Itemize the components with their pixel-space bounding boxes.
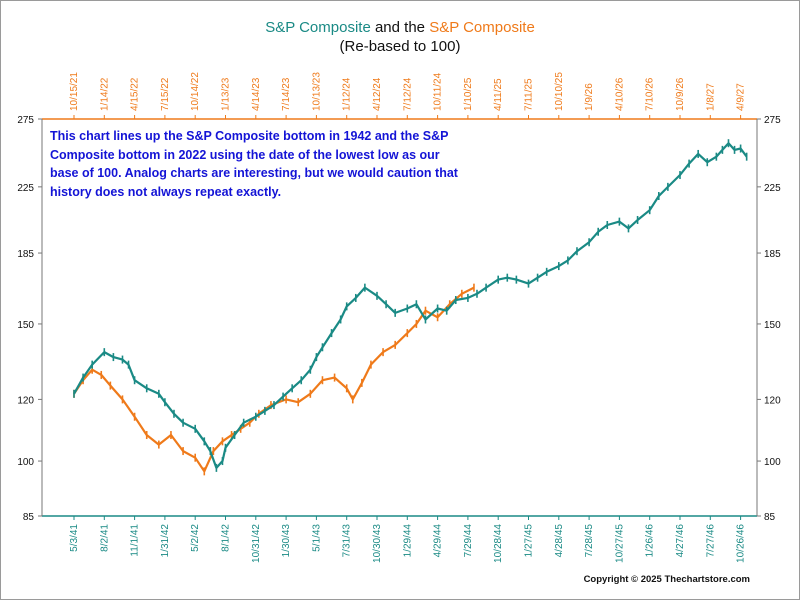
x-top-tick-label: 10/13/23 xyxy=(311,72,322,111)
x-top-tick-label: 7/12/24 xyxy=(402,77,413,111)
x-top-tick-label: 1/9/26 xyxy=(584,83,595,111)
y-tick-label-left: 185 xyxy=(17,249,34,260)
x-bottom-tick-label: 5/1/43 xyxy=(311,524,322,552)
x-bottom-tick-label: 10/31/42 xyxy=(251,524,262,563)
x-top-tick-label: 7/15/22 xyxy=(160,77,171,111)
x-bottom-tick-label: 7/29/44 xyxy=(463,524,474,558)
x-top-tick-label: 1/8/27 xyxy=(705,83,716,111)
y-tick-label-right: 100 xyxy=(764,457,781,468)
x-top-tick-label: 7/11/25 xyxy=(524,78,535,111)
chart-subtitle: (Re-based to 100) xyxy=(339,38,461,55)
title-series-2: S&P Composite xyxy=(429,19,535,36)
y-tick-label-left: 100 xyxy=(17,457,34,468)
x-bottom-tick-label: 1/31/42 xyxy=(160,524,171,558)
x-top-tick-label: 1/14/22 xyxy=(99,77,110,111)
x-bottom-tick-label: 7/31/43 xyxy=(342,524,353,558)
x-top-tick-label: 4/11/25 xyxy=(493,78,504,111)
x-top-tick-label: 10/11/24 xyxy=(433,72,444,111)
x-top-tick-label: 1/10/25 xyxy=(463,77,474,111)
y-tick-label-left: 85 xyxy=(23,512,35,523)
x-bottom-tick-label: 7/27/46 xyxy=(705,524,716,558)
y-tick-label-left: 275 xyxy=(17,115,34,126)
x-top-tick-label: 4/14/23 xyxy=(251,77,262,111)
copyright: Copyright © 2025 Thechartstore.com xyxy=(583,574,750,585)
x-top-tick-label: 4/9/27 xyxy=(736,83,747,111)
x-bottom-tick-label: 10/30/43 xyxy=(372,524,383,563)
y-tick-label-right: 120 xyxy=(764,395,781,406)
x-bottom-tick-label: 1/27/45 xyxy=(524,524,535,558)
y-tick-label-left: 150 xyxy=(17,320,34,331)
x-bottom-tick-label: 7/28/45 xyxy=(584,524,595,558)
x-bottom-tick-label: 5/2/42 xyxy=(190,524,201,552)
x-top-tick-label: 4/10/26 xyxy=(614,77,625,111)
x-top-tick-label: 1/13/23 xyxy=(221,77,232,111)
title-connector: and the xyxy=(370,19,430,36)
y-tick-label-left: 120 xyxy=(17,395,34,406)
chart-title: S&P Composite and the S&P Composite xyxy=(0,18,800,38)
y-tick-label-right: 275 xyxy=(764,115,781,126)
x-bottom-tick-label: 4/28/45 xyxy=(554,524,565,558)
x-top-tick-label: 10/10/25 xyxy=(554,72,565,111)
x-bottom-tick-label: 10/28/44 xyxy=(493,524,504,563)
x-bottom-tick-label: 4/29/44 xyxy=(433,524,444,558)
x-bottom-tick-label: 8/2/41 xyxy=(99,524,110,552)
analog-note: This chart lines up the S&P Composite bo… xyxy=(50,129,458,199)
x-top-tick-label: 7/14/23 xyxy=(281,77,292,111)
x-bottom-tick-label: 10/26/46 xyxy=(736,524,747,563)
y-tick-label-left: 225 xyxy=(17,183,34,194)
y-tick-label-right: 150 xyxy=(764,320,781,331)
x-top-tick-label: 4/15/22 xyxy=(130,77,141,111)
x-bottom-tick-label: 11/1/41 xyxy=(130,524,141,557)
y-tick-label-right: 85 xyxy=(764,512,776,523)
x-bottom-tick-label: 4/27/46 xyxy=(675,524,686,558)
x-top-tick-label: 4/12/24 xyxy=(372,77,383,111)
x-bottom-tick-label: 1/26/46 xyxy=(645,524,656,558)
x-bottom-tick-label: 5/3/41 xyxy=(69,524,80,552)
y-tick-label-right: 185 xyxy=(764,249,781,260)
title-series-1: S&P Composite xyxy=(265,19,371,36)
x-top-tick-label: 7/10/26 xyxy=(645,77,656,111)
x-top-tick-label: 10/9/26 xyxy=(675,77,686,111)
x-top-tick-label: 10/15/21 xyxy=(69,72,80,111)
y-tick-label-right: 225 xyxy=(764,183,781,194)
x-bottom-tick-label: 1/30/43 xyxy=(281,524,292,558)
x-bottom-tick-label: 8/1/42 xyxy=(221,524,232,552)
x-bottom-tick-label: 1/29/44 xyxy=(402,524,413,558)
x-bottom-tick-label: 10/27/45 xyxy=(614,524,625,563)
x-top-tick-label: 1/12/24 xyxy=(342,77,353,111)
x-top-tick-label: 10/14/22 xyxy=(190,72,201,111)
